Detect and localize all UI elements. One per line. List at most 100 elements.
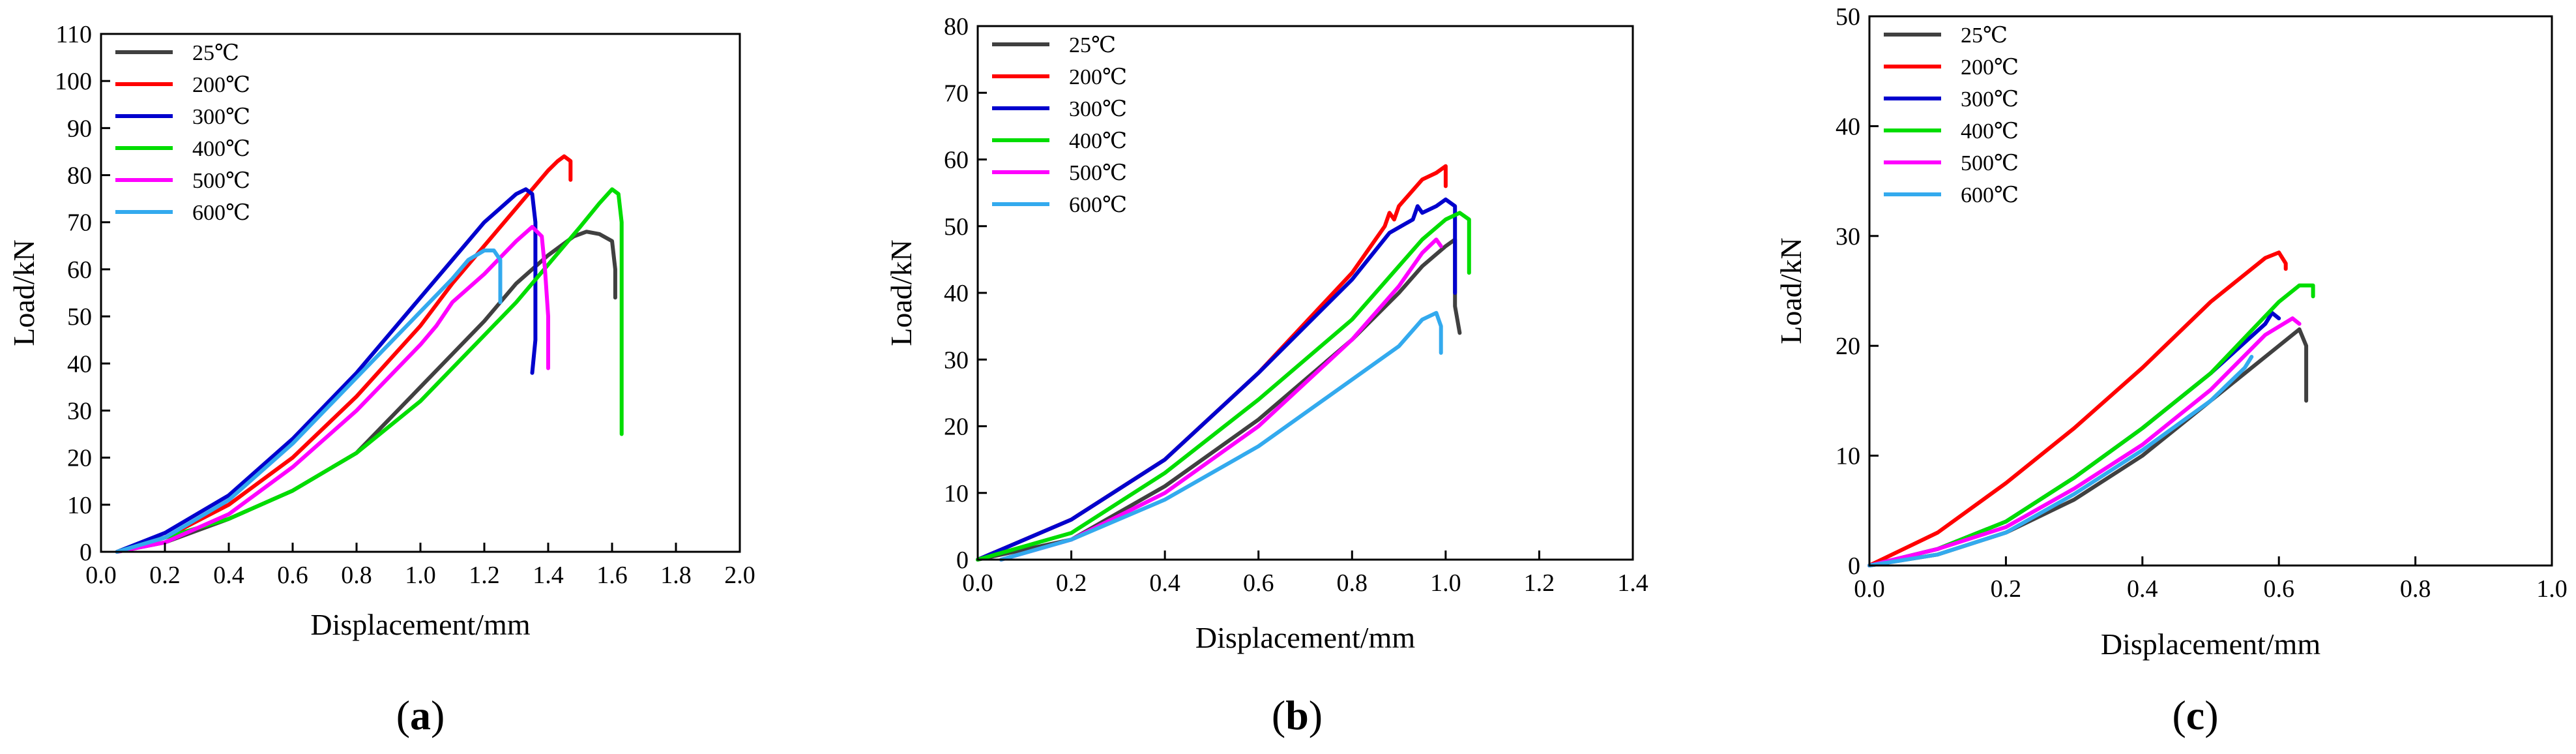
legend-label: 200℃ bbox=[192, 73, 250, 97]
x-tick-label: 0.4 bbox=[2127, 575, 2158, 603]
series-line-500C bbox=[115, 224, 550, 554]
y-tick-label: 60 bbox=[67, 256, 92, 284]
axes-frame-c bbox=[1868, 15, 2553, 567]
x-tick-label: 0.4 bbox=[1149, 569, 1180, 597]
legend-label: 500℃ bbox=[1069, 161, 1127, 185]
series-line-400C bbox=[976, 211, 1471, 562]
x-tick-label: 0.0 bbox=[962, 569, 993, 597]
x-tick-label: 0.0 bbox=[85, 562, 117, 589]
y-tick-label: 0 bbox=[80, 539, 92, 566]
series-line-500C bbox=[1867, 316, 2302, 567]
series-lines-b bbox=[976, 164, 1471, 562]
panel-label-b: (b) bbox=[1272, 692, 1323, 738]
x-tick-label: 0.2 bbox=[1991, 575, 2022, 603]
x-tick-label: 1.2 bbox=[469, 562, 500, 589]
legend-label: 300℃ bbox=[192, 105, 250, 129]
series-line-300C bbox=[976, 197, 1457, 562]
legend-b: 25℃ 200℃ 300℃ 400℃ 500℃ 600℃ bbox=[992, 33, 1127, 217]
legend-c: 25℃ 200℃ 300℃ 400℃ 500℃ 600℃ bbox=[1884, 23, 2019, 207]
series-line-400C bbox=[1867, 283, 2315, 567]
legend-label: 600℃ bbox=[1961, 183, 2019, 207]
x-axis-label-c: Displacement/mm bbox=[2101, 627, 2320, 661]
y-tick-label: 10 bbox=[1836, 443, 1860, 470]
legend-label: 25℃ bbox=[192, 41, 239, 65]
series-line-600C bbox=[115, 249, 503, 554]
y-tick-label: 0 bbox=[1848, 552, 1860, 580]
ticks-b: 0.0 0.2 0.4 0.6 0.8 1.0 1.2 1.4 0 10 20 30 40 50 60 70 8… bbox=[944, 13, 1648, 597]
legend-label: 25℃ bbox=[1961, 23, 2008, 48]
x-tick-label: 0.8 bbox=[2400, 575, 2431, 603]
series-line-25C bbox=[1867, 327, 2309, 567]
x-tick-label: 0.8 bbox=[1337, 569, 1368, 597]
series-line-500C bbox=[999, 237, 1443, 562]
y-tick-label: 40 bbox=[67, 350, 92, 378]
y-tick-label: 20 bbox=[944, 414, 969, 441]
y-tick-label: 0 bbox=[956, 547, 969, 574]
y-tick-label: 40 bbox=[1836, 113, 1860, 140]
y-tick-label: 50 bbox=[1836, 3, 1860, 31]
chart-b: 0.0 0.2 0.4 0.6 0.8 1.0 1.2 1.4 0 10 20 30 40 50 60 70 8… bbox=[885, 13, 1648, 738]
x-tick-label: 1.8 bbox=[660, 562, 692, 589]
series-line-600C bbox=[999, 310, 1443, 562]
legend-label: 500℃ bbox=[192, 169, 250, 193]
y-tick-label: 20 bbox=[67, 445, 92, 472]
x-tick-label: 1.4 bbox=[533, 562, 564, 589]
series-line-200C bbox=[1867, 250, 2288, 567]
y-axis-label-b: Load/kN bbox=[885, 239, 918, 346]
x-tick-label: 0.4 bbox=[213, 562, 244, 589]
y-tick-label: 50 bbox=[67, 303, 92, 331]
series-line-25C bbox=[976, 237, 1462, 562]
y-tick-label: 90 bbox=[67, 115, 92, 142]
y-axis-label-c: Load/kN bbox=[1774, 237, 1808, 344]
x-tick-label: 0.6 bbox=[2263, 575, 2294, 603]
legend-label: 300℃ bbox=[1069, 97, 1127, 121]
y-tick-label: 80 bbox=[944, 13, 969, 40]
y-tick-label: 30 bbox=[944, 346, 969, 374]
x-tick-label: 1.0 bbox=[2536, 575, 2568, 603]
y-axis-label-a: Load/kN bbox=[7, 239, 40, 346]
y-tick-label: 20 bbox=[1836, 333, 1860, 360]
chart-c: 0.0 0.2 0.4 0.6 0.8 1.0 0 10 20 30 40 50 25℃ 200℃ 300… bbox=[1774, 3, 2568, 738]
legend-a: 25℃ 200℃ 300℃ 400℃ 500℃ 600℃ bbox=[115, 41, 250, 225]
x-axis-label-b: Displacement/mm bbox=[1195, 621, 1415, 654]
legend-label: 600℃ bbox=[192, 201, 250, 225]
series-line-600C bbox=[1867, 355, 2254, 567]
series-line-400C bbox=[115, 187, 624, 554]
x-tick-label: 1.0 bbox=[405, 562, 436, 589]
y-tick-label: 10 bbox=[67, 492, 92, 519]
panel-label-c: (c) bbox=[2172, 692, 2218, 738]
x-tick-label: 0.6 bbox=[277, 562, 308, 589]
y-tick-label: 110 bbox=[55, 21, 92, 48]
legend-label: 400℃ bbox=[1069, 129, 1127, 153]
series-lines-c bbox=[1867, 250, 2315, 567]
y-tick-label: 80 bbox=[67, 162, 92, 190]
legend-label: 500℃ bbox=[1961, 151, 2019, 175]
x-axis-label-a: Displacement/mm bbox=[310, 608, 530, 641]
y-tick-label: 100 bbox=[55, 68, 92, 95]
x-tick-label: 0.8 bbox=[341, 562, 372, 589]
y-tick-label: 30 bbox=[1836, 223, 1860, 250]
y-tick-label: 50 bbox=[944, 213, 969, 241]
y-tick-label: 60 bbox=[944, 147, 969, 174]
y-tick-label: 40 bbox=[944, 280, 969, 307]
x-tick-label: 0.6 bbox=[1243, 569, 1274, 597]
y-tick-label: 70 bbox=[67, 209, 92, 237]
x-tick-label: 1.4 bbox=[1617, 569, 1648, 597]
x-tick-label: 1.6 bbox=[596, 562, 628, 589]
legend-label: 400℃ bbox=[1961, 119, 2019, 143]
series-lines-a bbox=[115, 154, 624, 554]
ticks-c: 0.0 0.2 0.4 0.6 0.8 1.0 0 10 20 30 40 50 bbox=[1836, 3, 2568, 603]
series-line-300C bbox=[1867, 310, 2281, 567]
x-tick-label: 0.0 bbox=[1854, 575, 1885, 603]
ticks-a: 0.0 0.2 0.4 0.6 0.8 1.0 1.2 1.4 1.6 1.8 2.0 0 10 20 30… bbox=[55, 21, 755, 589]
y-tick-label: 10 bbox=[944, 480, 969, 507]
x-tick-label: 2.0 bbox=[724, 562, 755, 589]
series-line-300C bbox=[115, 187, 538, 554]
legend-label: 400℃ bbox=[192, 137, 250, 161]
series-line-25C bbox=[115, 230, 617, 554]
x-tick-label: 1.0 bbox=[1430, 569, 1461, 597]
x-tick-label: 1.2 bbox=[1524, 569, 1555, 597]
y-tick-label: 70 bbox=[944, 80, 969, 107]
legend-label: 25℃ bbox=[1069, 33, 1116, 57]
